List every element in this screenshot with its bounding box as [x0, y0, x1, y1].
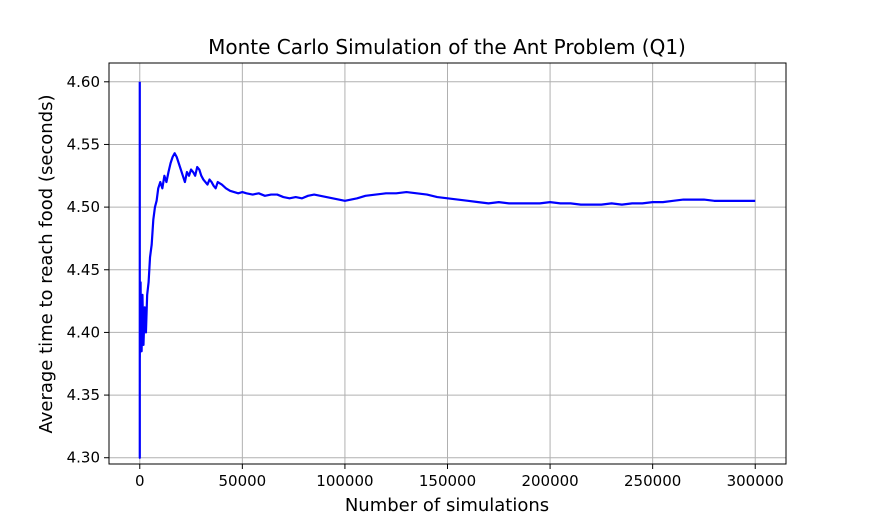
x-tick-label: 300000 — [727, 472, 784, 490]
y-ticks: 4.30 4.35 4.40 4.45 4.50 4.55 4.60 — [67, 73, 109, 467]
chart-title: Monte Carlo Simulation of the Ant Proble… — [208, 35, 686, 59]
y-axis-label: Average time to reach food (seconds) — [36, 94, 57, 433]
x-tick-label: 50000 — [218, 472, 266, 490]
y-tick-label: 4.45 — [67, 261, 100, 279]
series-line — [138, 81, 756, 459]
y-tick-label: 4.40 — [67, 323, 100, 341]
x-tick-label: 250000 — [624, 472, 681, 490]
x-tick-label: 200000 — [521, 472, 578, 490]
x-tick-label: 0 — [135, 472, 145, 490]
y-tick-label: 4.30 — [67, 449, 100, 467]
x-tick-label: 100000 — [316, 472, 373, 490]
y-tick-label: 4.55 — [67, 135, 100, 153]
x-tick-label: 150000 — [419, 472, 476, 490]
x-axis-label: Number of simulations — [345, 495, 549, 516]
y-tick-label: 4.35 — [67, 386, 100, 404]
x-ticks: 0 50000 100000 150000 200000 250000 300000 — [135, 464, 784, 490]
grid — [109, 63, 786, 464]
plot-line — [138, 81, 756, 459]
y-tick-label: 4.60 — [67, 73, 100, 91]
y-tick-label: 4.50 — [67, 198, 100, 216]
